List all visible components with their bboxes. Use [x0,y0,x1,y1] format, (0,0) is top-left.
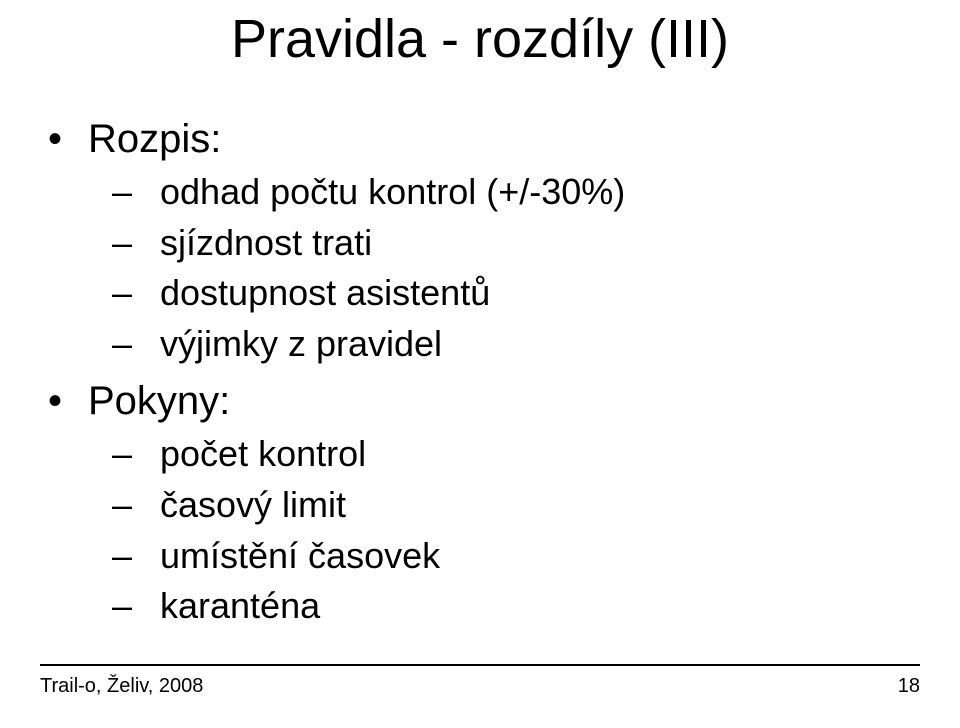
sub-bullet: odhad počtu kontrol (+/-30%) [112,168,908,217]
sub-bullet: karanténa [112,582,908,631]
slide: Pravidla - rozdíly (III) Rozpis: odhad p… [0,0,960,728]
bullet-label: Pokyny: [88,379,230,423]
footer-divider [40,664,920,666]
slide-content: Rozpis: odhad počtu kontrol (+/-30%) sjí… [48,112,908,637]
sub-bullet: časový limit [112,481,908,530]
bullet-label: Rozpis: [88,117,221,161]
slide-title: Pravidla - rozdíly (III) [0,8,960,70]
sub-bullet: počet kontrol [112,430,908,479]
bullet-pokyny: Pokyny: počet kontrol časový limit umíst… [48,374,908,630]
sub-bullet: výjimky z pravidel [112,320,908,369]
sub-bullet: dostupnost asistentů [112,269,908,318]
bullet-rozpis: Rozpis: odhad počtu kontrol (+/-30%) sjí… [48,112,908,368]
sub-bullet: umístění časovek [112,532,908,581]
page-number: 18 [898,675,920,698]
sub-bullet: sjízdnost trati [112,219,908,268]
footer-text: Trail-o, Želiv, 2008 [40,675,203,698]
